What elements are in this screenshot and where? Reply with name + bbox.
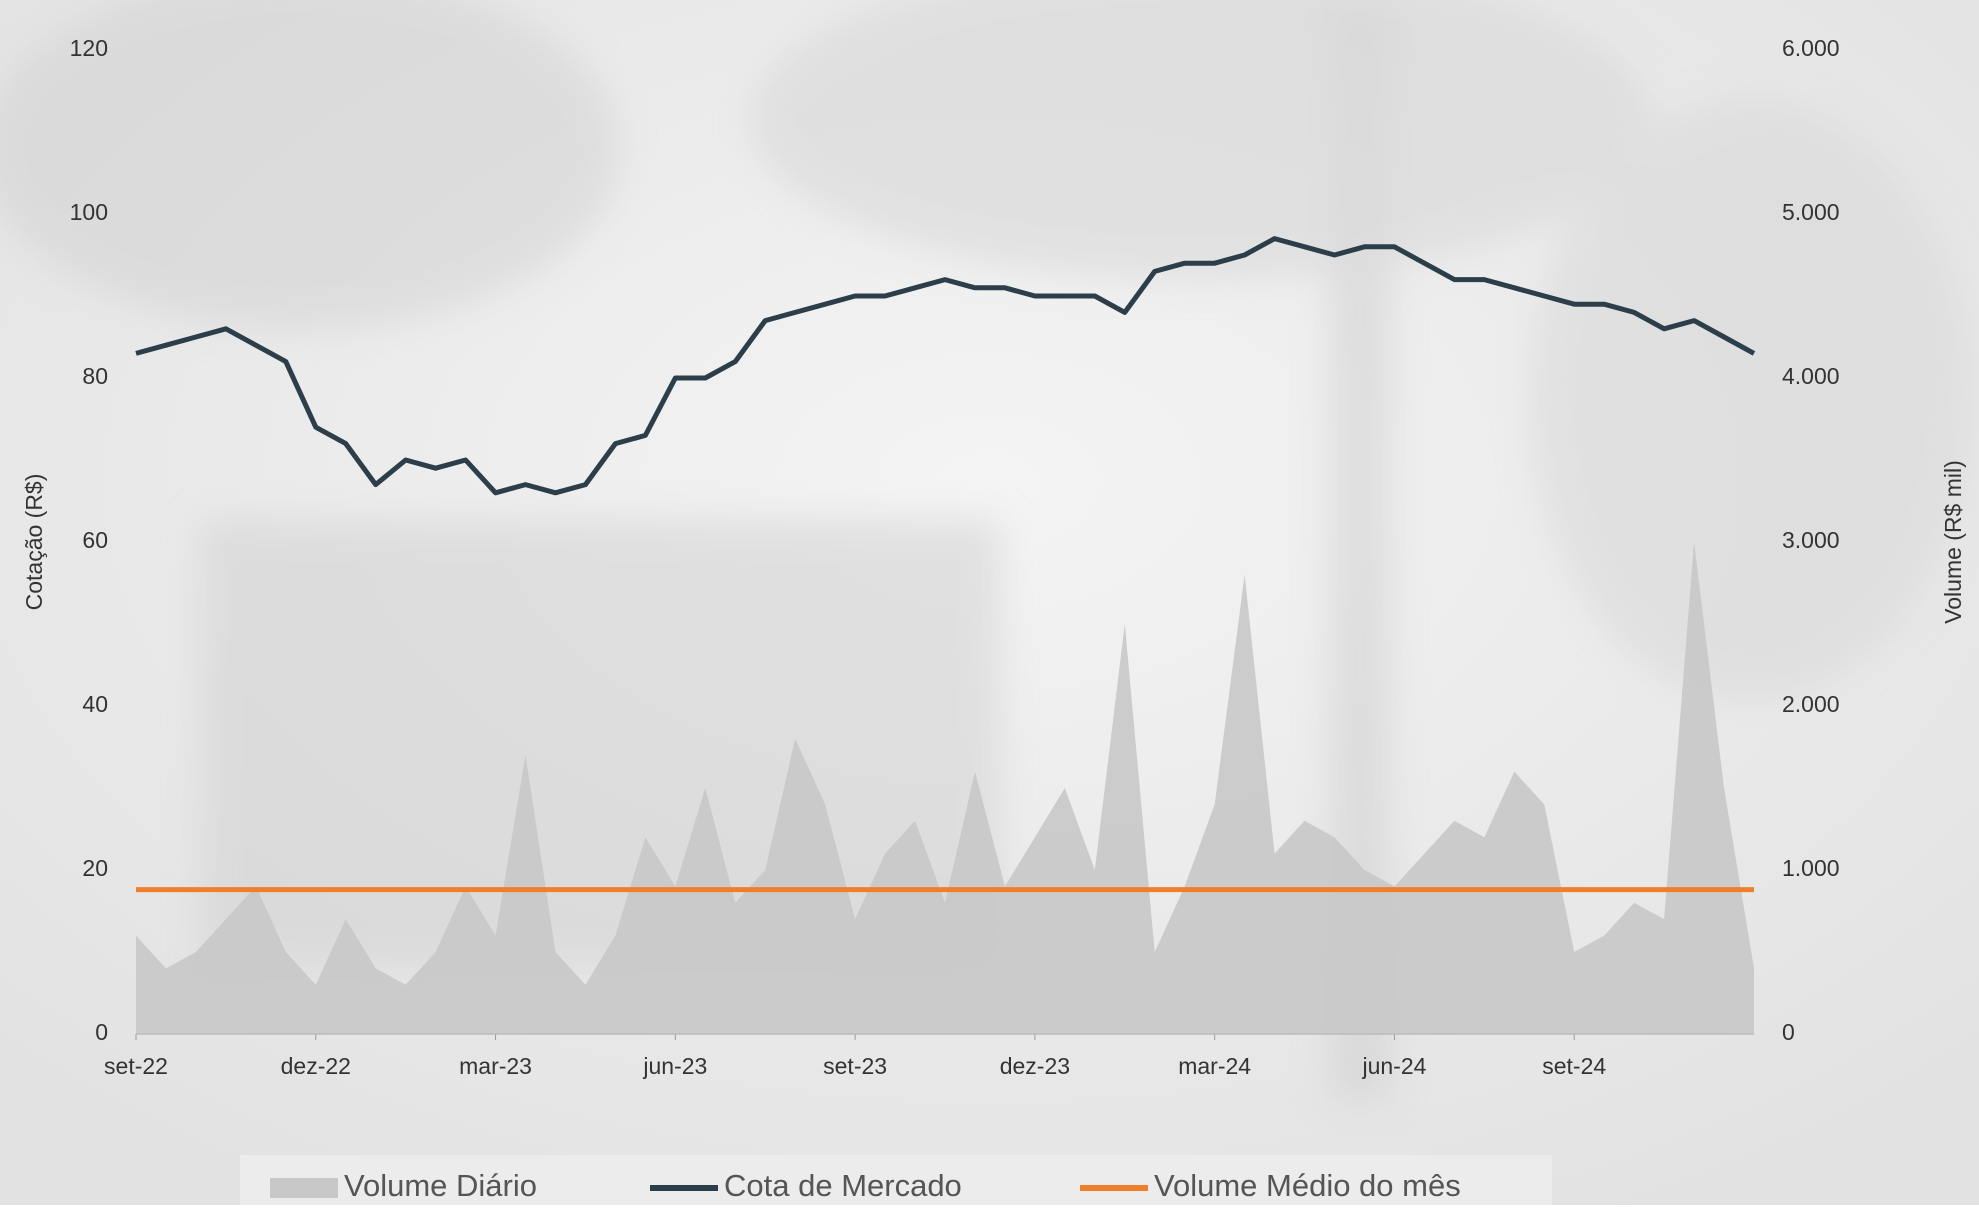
legend-box: [240, 1155, 1552, 1210]
volume-area: [136, 542, 1754, 1034]
x-tick-label: set-22: [104, 1053, 168, 1079]
y-tick-label: 80: [82, 363, 108, 389]
x-tick-label: jun-24: [1361, 1053, 1426, 1079]
y2-tick-label: 4.000: [1782, 363, 1840, 389]
y-tick-label: 100: [70, 199, 108, 225]
legend-label: Volume Diário: [344, 1168, 537, 1203]
x-tick-label: set-24: [1542, 1053, 1606, 1079]
y2-tick-label: 0: [1782, 1019, 1795, 1045]
legend-label: Volume Médio do mês: [1154, 1168, 1461, 1203]
y-tick-label: 120: [70, 35, 108, 61]
x-tick-label: mar-24: [1178, 1053, 1251, 1079]
y-tick-label: 20: [82, 855, 108, 881]
legend-label: Cota de Mercado: [724, 1168, 962, 1203]
legend-swatch: [270, 1178, 338, 1198]
y-tick-label: 40: [82, 691, 108, 717]
y-axis-title: Cotação (R$): [21, 474, 47, 611]
y2-tick-label: 2.000: [1782, 691, 1840, 717]
x-tick-label: dez-23: [1000, 1053, 1070, 1079]
y-tick-label: 0: [95, 1019, 108, 1045]
x-tick-label: dez-22: [281, 1053, 351, 1079]
x-tick-label: jun-23: [642, 1053, 707, 1079]
y2-tick-label: 3.000: [1782, 527, 1840, 553]
y-tick-label: 60: [82, 527, 108, 553]
y2-axis-title: Volume (R$ mil): [1940, 460, 1966, 624]
y2-tick-label: 6.000: [1782, 35, 1840, 61]
y2-tick-label: 1.000: [1782, 855, 1840, 881]
series-line: [135, 236, 1756, 496]
x-tick-label: set-23: [823, 1053, 887, 1079]
y2-tick-label: 5.000: [1782, 199, 1840, 225]
x-tick-label: mar-23: [459, 1053, 532, 1079]
